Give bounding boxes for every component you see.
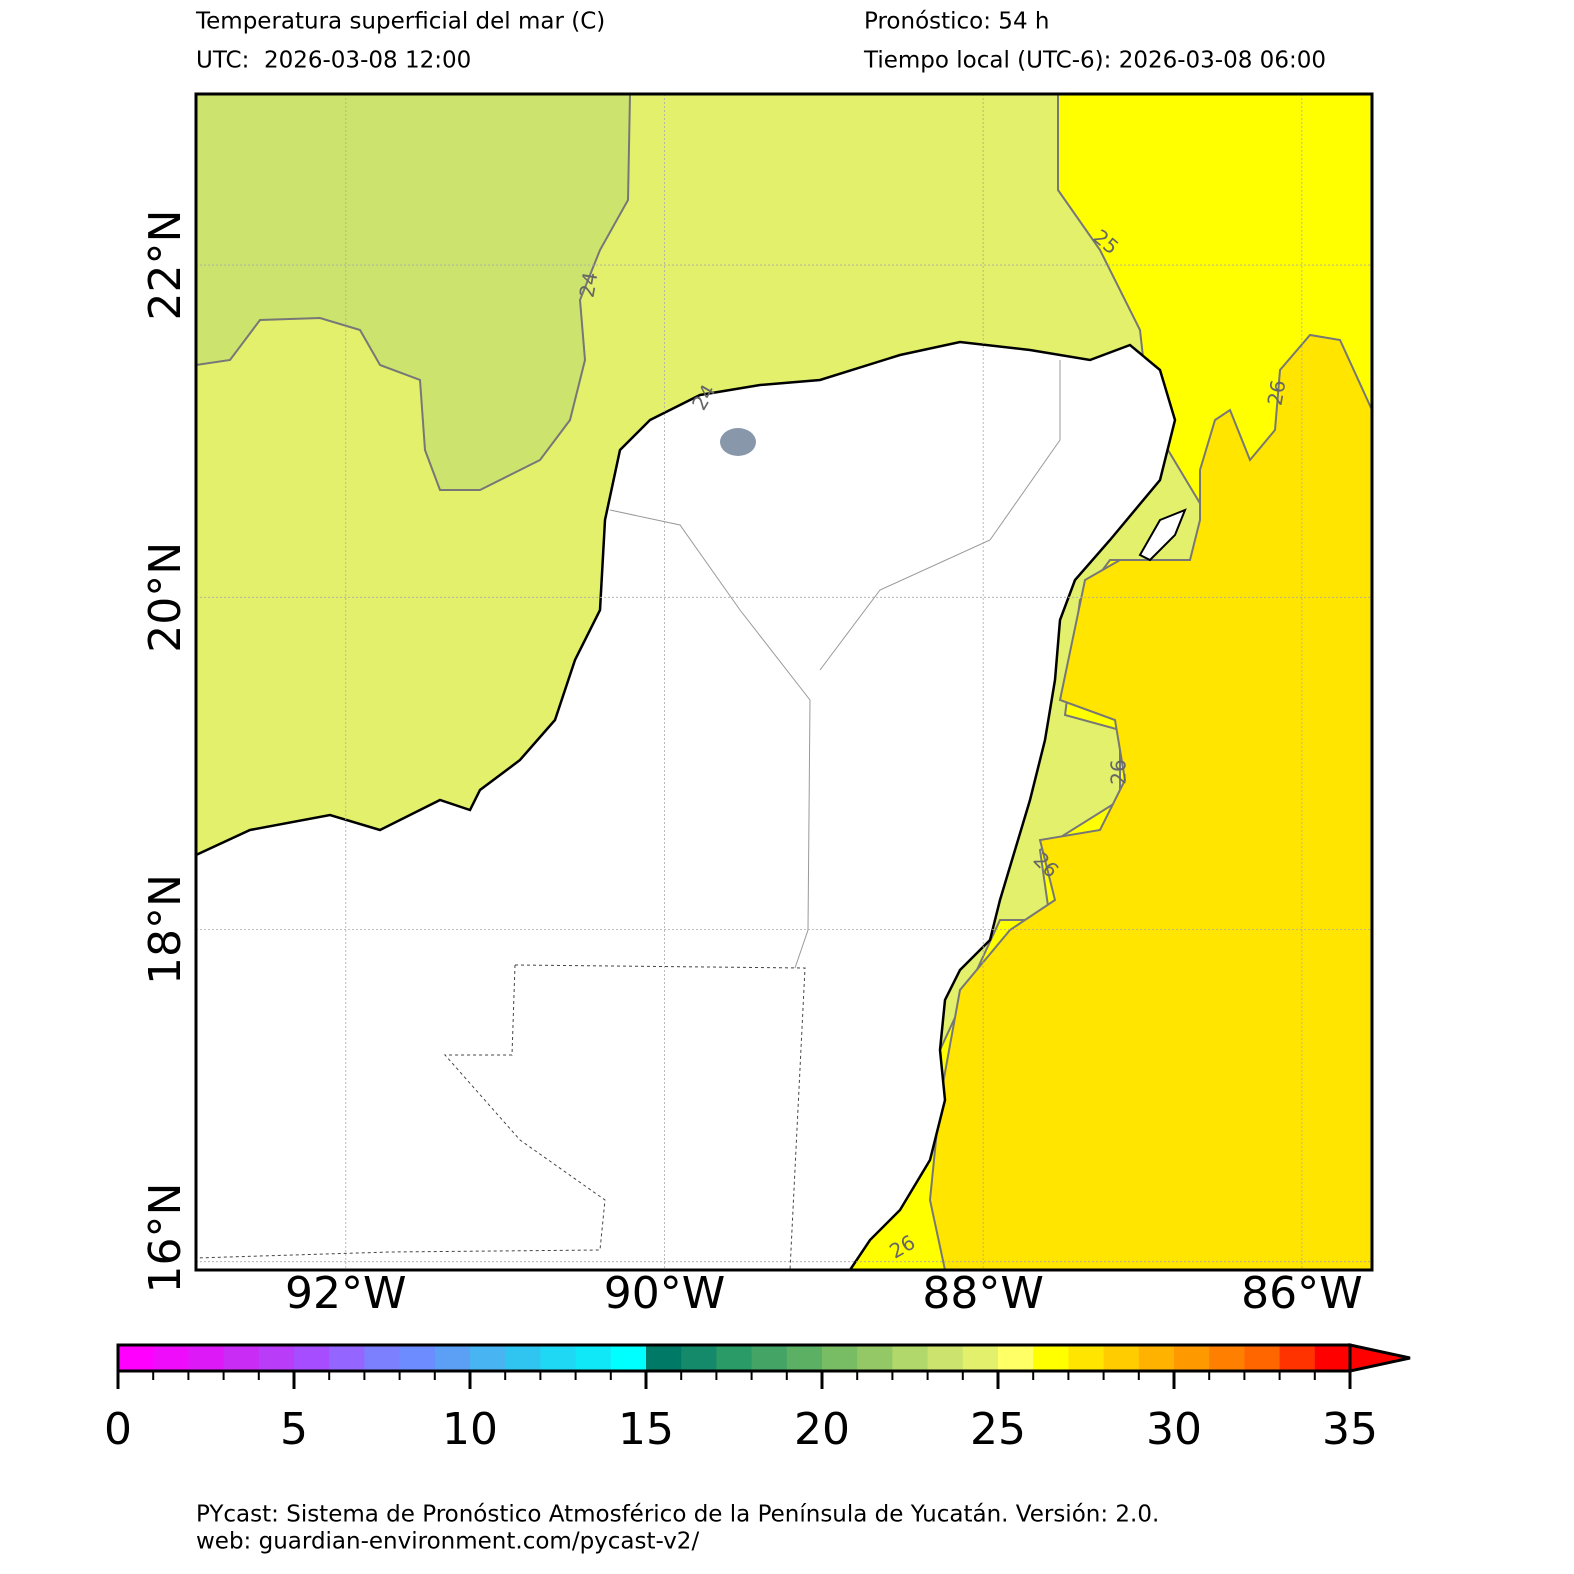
colorbar: 0 5 10 15 20 25 30 35 (104, 1343, 1411, 1455)
colorbar-bin (575, 1345, 612, 1371)
lon-tick-label: 88°W (922, 1268, 1044, 1319)
colorbar-tick-label: 35 (1322, 1404, 1378, 1455)
colorbar-bin (1244, 1345, 1281, 1371)
utc-time: UTC: 2026-03-08 12:00 (196, 48, 471, 74)
local-time: Tiempo local (UTC-6): 2026-03-08 06:00 (863, 48, 1326, 74)
state-border (819, 360, 1061, 671)
colorbar-bin (223, 1345, 260, 1371)
colorbar-bin (610, 1345, 647, 1371)
city (720, 428, 756, 456)
state-border (609, 509, 811, 969)
lat-tick-label: 20°N (140, 542, 191, 653)
colorbar-bin (399, 1345, 436, 1371)
colorbar-bin (364, 1345, 401, 1371)
island (1138, 508, 1187, 562)
contour-label: 24 (574, 270, 602, 299)
colorbar-tick-label: 30 (1146, 1404, 1202, 1455)
colorbar-bin (1314, 1345, 1351, 1371)
colorbar-bin (857, 1345, 893, 1371)
colorbar-extend (1348, 1343, 1411, 1373)
colorbar-bin (822, 1345, 858, 1371)
colorbar-tick-label: 0 (104, 1404, 132, 1455)
colorbar-bin (188, 1345, 225, 1371)
colorbar-bin (1103, 1345, 1140, 1371)
colorbar-bin (540, 1345, 577, 1371)
footer-url: web: guardian-environment.com/pycast-v2/ (196, 1529, 699, 1555)
colorbar-bin (294, 1345, 330, 1371)
border (514, 964, 806, 1270)
colorbar-tick-label: 15 (618, 1404, 674, 1455)
colorbar-tick-label: 10 (442, 1404, 498, 1455)
colorbar-bin (786, 1345, 823, 1371)
sea-zone (196, 94, 632, 491)
colorbar-bin (1138, 1345, 1175, 1371)
colorbar-bin (118, 1345, 154, 1371)
colorbar-bin (681, 1345, 717, 1371)
contour-label: 26 (1107, 759, 1131, 784)
contour-label: 26 (1262, 378, 1290, 407)
land (196, 340, 1177, 1270)
map-area (196, 94, 1372, 1270)
colorbar-bin (962, 1345, 999, 1371)
colorbar-frame (116, 1343, 1352, 1373)
colorbar-bin (998, 1345, 1034, 1371)
forecast-hour: Pronóstico: 54 h (864, 9, 1049, 35)
colorbar-bin (505, 1345, 541, 1371)
colorbar-bin (927, 1345, 964, 1371)
colorbar-bin (470, 1345, 506, 1371)
lon-tick-label: 90°W (604, 1268, 726, 1319)
colorbar-bin (1033, 1345, 1069, 1371)
colorbar-bin (1209, 1345, 1245, 1371)
colorbar-bin (153, 1345, 189, 1371)
map-title: Temperatura superficial del mar (C) (195, 9, 605, 35)
colorbar-bin (892, 1345, 929, 1371)
colorbar-bin (716, 1345, 753, 1371)
colorbar-tick-label: 25 (970, 1404, 1026, 1455)
lon-tick-label: 86°W (1241, 1268, 1363, 1319)
colorbar-bin (434, 1345, 471, 1371)
lat-tick-label: 22°N (140, 210, 191, 321)
lon-tick-label: 92°W (285, 1268, 407, 1319)
colorbar-tick-label: 20 (794, 1404, 850, 1455)
colorbar-bin (1279, 1345, 1316, 1371)
colorbar-tick-label: 5 (280, 1404, 308, 1455)
map-frame (194, 92, 1374, 1272)
colorbar-bin (329, 1345, 365, 1371)
lat-tick-label: 18°N (140, 874, 191, 985)
colorbar-bin (751, 1345, 788, 1371)
grid (196, 94, 1372, 1270)
colorbar-bin (1068, 1345, 1105, 1371)
footer-text: PYcast: Sistema de Pronóstico Atmosféric… (196, 1502, 1159, 1528)
colorbar-bin (1174, 1345, 1210, 1371)
colorbar-bin (258, 1345, 295, 1371)
colorbar-bin (646, 1345, 682, 1371)
lat-tick-label: 16°N (140, 1183, 191, 1294)
